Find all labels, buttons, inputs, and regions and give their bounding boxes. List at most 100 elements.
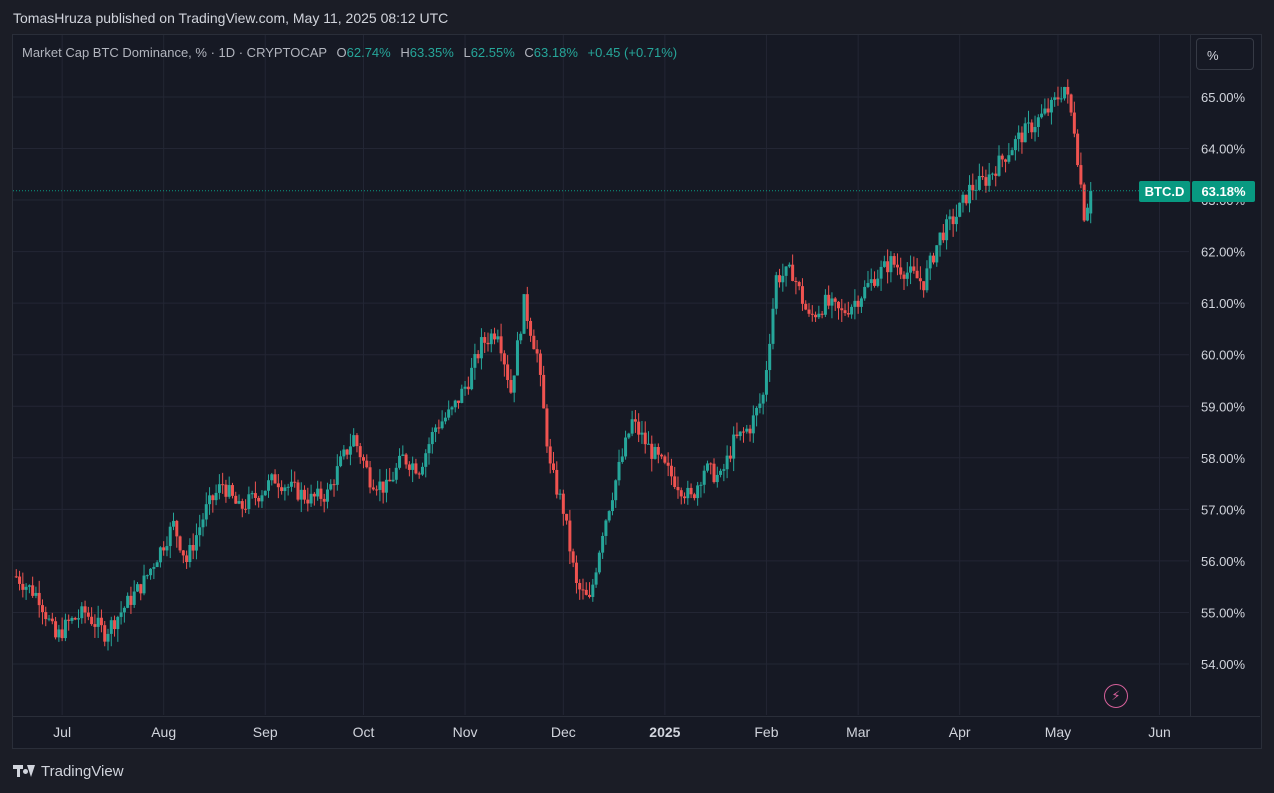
candle-body bbox=[624, 437, 628, 457]
candle-body bbox=[18, 576, 22, 584]
candle-body bbox=[627, 433, 631, 438]
candle-body bbox=[578, 582, 582, 590]
candle-body bbox=[483, 337, 487, 343]
candle-body bbox=[109, 620, 113, 634]
candle-body bbox=[909, 266, 913, 273]
candle-body bbox=[820, 313, 824, 315]
candle-body bbox=[1059, 98, 1063, 100]
candle-body bbox=[306, 499, 310, 504]
candle-body bbox=[129, 595, 133, 605]
y-tick-label: 65.00% bbox=[1201, 90, 1246, 105]
candle-body bbox=[941, 232, 945, 241]
candle-body bbox=[479, 337, 483, 359]
candle-body bbox=[984, 177, 988, 186]
candle-body bbox=[994, 173, 998, 176]
x-tick-label: Jul bbox=[53, 724, 71, 740]
candle-body bbox=[637, 421, 641, 435]
candle-body bbox=[584, 589, 588, 595]
candle-body bbox=[931, 255, 935, 263]
candle-body bbox=[299, 489, 303, 500]
candle-body bbox=[250, 493, 254, 495]
candle-body bbox=[309, 493, 313, 504]
tradingview-logo-icon bbox=[13, 764, 37, 779]
candle-body bbox=[604, 520, 608, 536]
symbol-legend: Market Cap BTC Dominance, % · 1D · CRYPT… bbox=[22, 45, 677, 60]
candle-body bbox=[139, 584, 143, 594]
candle-body bbox=[1076, 133, 1080, 166]
candle-body bbox=[525, 294, 529, 321]
candle-body bbox=[581, 589, 585, 591]
candle-body bbox=[99, 617, 103, 626]
candle-body bbox=[476, 354, 480, 359]
candle-body bbox=[689, 487, 693, 495]
candle-body bbox=[594, 572, 598, 585]
candle-body bbox=[889, 256, 893, 273]
lightning-icon[interactable]: ⚡ bbox=[1104, 684, 1128, 708]
close-label: C bbox=[524, 45, 534, 60]
candle-body bbox=[293, 481, 297, 483]
candle-body bbox=[669, 465, 673, 477]
candle-body bbox=[925, 268, 929, 291]
candle-body bbox=[771, 308, 775, 344]
y-tick-label: 59.00% bbox=[1201, 399, 1246, 414]
candle-body bbox=[1030, 122, 1034, 133]
candle-body bbox=[666, 462, 670, 466]
candle-body bbox=[886, 261, 890, 273]
candle-body bbox=[384, 479, 388, 493]
candle-body bbox=[21, 583, 25, 590]
candle-body bbox=[997, 155, 1001, 176]
candle-body bbox=[368, 467, 372, 488]
candle-body bbox=[617, 461, 621, 481]
candle-body bbox=[1033, 127, 1037, 133]
candle-body bbox=[571, 551, 575, 563]
last-price-tag: 63.18% bbox=[1192, 181, 1255, 202]
percent-scale-button[interactable]: % bbox=[1196, 38, 1254, 70]
candle-body bbox=[948, 216, 952, 220]
candle-body bbox=[873, 279, 877, 286]
candle-body bbox=[728, 455, 732, 459]
candle-body bbox=[663, 456, 667, 463]
candle-body bbox=[37, 592, 41, 606]
candle-body bbox=[597, 552, 601, 573]
legend-title[interactable]: Market Cap BTC Dominance, % · 1D · CRYPT… bbox=[22, 45, 327, 60]
candle-body bbox=[725, 455, 729, 470]
candle-body bbox=[93, 624, 97, 627]
candle-body bbox=[588, 594, 592, 597]
candle-body bbox=[800, 286, 804, 304]
candle-body bbox=[204, 504, 208, 520]
candle-body bbox=[1017, 132, 1021, 140]
candle-body bbox=[810, 313, 814, 315]
candle-body bbox=[31, 585, 35, 596]
candle-body bbox=[345, 449, 349, 455]
candle-body bbox=[90, 616, 94, 625]
candle-body bbox=[420, 466, 424, 475]
x-tick-label: Aug bbox=[151, 724, 176, 740]
x-tick-label: Nov bbox=[453, 724, 478, 740]
candle-body bbox=[50, 618, 54, 622]
x-tick-label: Oct bbox=[353, 724, 375, 740]
candle-body bbox=[879, 266, 883, 279]
candle-body bbox=[237, 501, 241, 504]
chart-panel[interactable] bbox=[12, 34, 1262, 749]
candle-body bbox=[47, 618, 51, 620]
candle-body bbox=[493, 333, 497, 340]
candle-body bbox=[646, 443, 650, 445]
candle-body bbox=[977, 175, 981, 190]
footer-brand[interactable]: TradingView bbox=[13, 763, 124, 780]
candle-body bbox=[466, 386, 470, 390]
candle-body bbox=[990, 173, 994, 175]
candle-body bbox=[450, 407, 454, 410]
candle-body bbox=[804, 303, 808, 310]
low-label: L bbox=[463, 45, 471, 60]
candle-body bbox=[391, 479, 395, 482]
candle-body bbox=[348, 446, 352, 455]
candle-body bbox=[561, 493, 565, 514]
candle-body bbox=[945, 219, 949, 241]
candle-body bbox=[499, 336, 503, 354]
candle-body bbox=[434, 427, 438, 433]
candle-body bbox=[633, 419, 637, 422]
candle-body bbox=[230, 485, 234, 496]
candle-body bbox=[660, 454, 664, 457]
candle-body bbox=[630, 419, 634, 434]
